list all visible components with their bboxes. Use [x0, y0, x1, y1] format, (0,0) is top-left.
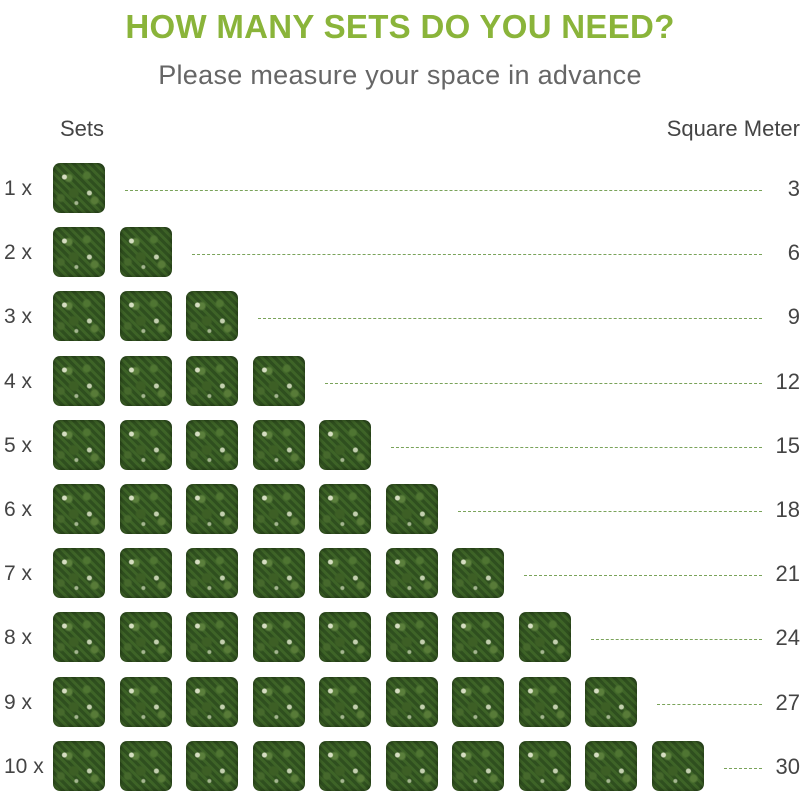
hedge-panel-icon — [385, 548, 438, 599]
dashed-leader-line — [191, 254, 762, 256]
hedge-panel-icon — [452, 676, 504, 727]
page-title: HOW MANY SETS DO YOU NEED? — [125, 8, 675, 45]
hedge-panel-icon — [585, 676, 637, 727]
hedge-panel-icon — [53, 355, 105, 406]
square-meter-value: 24 — [775, 625, 800, 651]
square-meter-value: 12 — [775, 368, 800, 394]
hedge-panel-icon — [252, 612, 305, 663]
hedge-panel-icon — [186, 612, 238, 663]
hedge-panel-icon — [252, 676, 305, 727]
hedge-panel-icon — [518, 676, 571, 727]
hedge-panel-icon — [186, 740, 238, 791]
square-meter-value: 30 — [775, 753, 800, 779]
hedge-panel-icon — [119, 676, 172, 727]
hedge-panel-icon — [186, 355, 238, 406]
row-sets-label: 9 x — [4, 690, 33, 714]
hedge-panel-icon — [53, 484, 105, 534]
page-subtitle: Please measure your space in advance — [158, 60, 642, 90]
row-sets-label: 7 x — [4, 562, 33, 586]
hedge-panel-icon — [252, 548, 305, 599]
hedge-panel-icon — [452, 548, 504, 599]
dashed-leader-line — [258, 318, 762, 320]
sets-row: 9 x 27 — [0, 676, 800, 731]
sets-row: 4 x 12 — [0, 355, 800, 410]
dashed-leader-line — [125, 190, 762, 191]
hedge-panel-icon — [518, 740, 571, 791]
hedge-panel-icon — [119, 355, 172, 406]
hedge-panel-icon — [385, 740, 438, 791]
hedge-panel-icon — [119, 227, 172, 278]
hedge-panel-icon — [53, 227, 105, 278]
row-sets-label: 5 x — [4, 433, 33, 457]
hedge-panel-icon — [252, 355, 305, 406]
hedge-panel-icon — [651, 740, 704, 791]
dashed-leader-line — [590, 639, 762, 641]
hedge-panel-icon — [53, 163, 105, 213]
square-meter-value: 6 — [787, 240, 800, 266]
hedge-panel-icon — [186, 548, 238, 599]
hedge-panel-icon — [53, 291, 105, 342]
hedge-panel-icon — [53, 740, 105, 791]
dashed-leader-line — [391, 446, 762, 448]
sets-row: 7 x 21 — [0, 548, 800, 602]
dashed-leader-line — [324, 382, 762, 384]
square-meter-value: 9 — [787, 304, 800, 330]
hedge-panel-icon — [119, 291, 172, 342]
row-sets-label: 8 x — [4, 626, 33, 650]
row-sets-label: 10 x — [4, 754, 44, 778]
hedge-panel-icon — [585, 740, 637, 791]
row-sets-label: 4 x — [4, 369, 33, 393]
hedge-panel-icon — [119, 740, 172, 791]
hedge-panel-icon — [319, 740, 371, 791]
square-meter-value: 15 — [775, 432, 800, 458]
hedge-panel-icon — [252, 484, 305, 534]
hedge-panel-icon — [119, 548, 172, 599]
hedge-panel-icon — [186, 419, 238, 470]
hedge-panel-icon — [319, 676, 371, 727]
row-sets-label: 1 x — [4, 177, 33, 200]
dashed-leader-line — [723, 767, 762, 769]
square-meter-value: 21 — [775, 561, 800, 587]
hedge-panel-icon — [385, 676, 438, 727]
square-meter-value: 3 — [787, 176, 800, 201]
hedge-panel-icon — [53, 548, 105, 599]
hedge-panel-icon — [252, 740, 305, 791]
hedge-panel-icon — [119, 612, 172, 663]
square-meter-value: 18 — [775, 497, 800, 522]
square-meter-value: 27 — [775, 689, 800, 715]
hedge-panel-icon — [319, 484, 371, 534]
hedge-panel-icon — [119, 419, 172, 470]
row-sets-label: 2 x — [4, 241, 33, 265]
sets-column-header: Sets — [60, 116, 105, 141]
hedge-panel-icon — [186, 484, 238, 534]
sets-row: 6 x 18 — [0, 484, 800, 538]
dashed-leader-line — [457, 511, 762, 512]
hedge-panel-icon — [319, 419, 371, 470]
sets-row: 5 x 15 — [0, 419, 800, 474]
sets-row: 2 x 6 — [0, 227, 800, 281]
row-sets-label: 6 x — [4, 498, 33, 521]
sets-row: 3 x 9 — [0, 291, 800, 345]
hedge-panel-icon — [53, 676, 105, 727]
sets-row: 1 x 3 — [0, 163, 800, 217]
sets-row: 10 x 30 — [0, 740, 800, 795]
hedge-panel-icon — [385, 612, 438, 663]
hedge-panel-icon — [53, 612, 105, 663]
sets-row: 8 x 24 — [0, 612, 800, 666]
hedge-panel-icon — [186, 676, 238, 727]
hedge-panel-icon — [53, 419, 105, 470]
hedge-panel-icon — [452, 612, 504, 663]
row-sets-label: 3 x — [4, 305, 33, 329]
hedge-panel-icon — [518, 612, 571, 663]
hedge-panel-icon — [385, 484, 438, 534]
hedge-panel-icon — [452, 740, 504, 791]
hedge-panel-icon — [186, 291, 238, 342]
square-meter-column-header: Square Meter — [666, 116, 800, 141]
hedge-panel-icon — [119, 484, 172, 534]
hedge-panel-icon — [252, 419, 305, 470]
hedge-panel-icon — [319, 612, 371, 663]
dashed-leader-line — [524, 575, 762, 577]
hedge-panel-icon — [319, 548, 371, 599]
dashed-leader-line — [657, 703, 762, 705]
